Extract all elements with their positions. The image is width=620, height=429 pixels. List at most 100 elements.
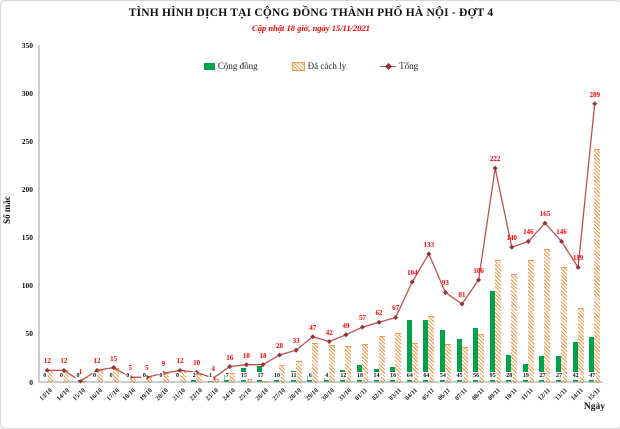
base-value-label: 10 — [273, 371, 282, 380]
total-point-marker-icon — [592, 101, 598, 107]
legend-swatch-cong-dong — [203, 62, 215, 70]
total-point-marker-icon — [575, 264, 581, 270]
y-tick-label: 150 — [21, 233, 33, 243]
bar-cong-dong — [191, 380, 197, 382]
total-point-marker-icon — [276, 352, 283, 358]
total-point-marker-icon — [525, 238, 531, 244]
total-value-label: 16 — [226, 353, 234, 362]
bar-da-cach-ly — [196, 374, 203, 383]
y-tick-label: 0 — [29, 377, 33, 387]
bar-da-cach-ly — [212, 379, 219, 383]
base-value-label: 11 — [289, 371, 298, 380]
bar-da-cach-ly — [262, 381, 269, 383]
bar-da-cach-ly — [494, 259, 501, 383]
total-value-label: 57 — [358, 314, 366, 323]
total-value-label: 12 — [176, 357, 184, 366]
total-point-marker-icon — [442, 289, 448, 295]
y-tick-label: 50 — [25, 329, 34, 339]
total-value-label: 106 — [473, 266, 484, 275]
base-value-label: 27 — [555, 371, 564, 380]
total-point-marker-icon — [359, 324, 366, 330]
total-value-label: 47 — [309, 323, 317, 332]
bar-da-cach-ly — [594, 148, 601, 383]
total-value-label: 1 — [78, 368, 83, 377]
total-point-marker-icon — [376, 319, 382, 325]
base-value-label: 27 — [538, 371, 547, 380]
total-value-label: 18 — [242, 351, 250, 360]
bar-da-cach-ly — [544, 249, 551, 383]
legend-label-cong-dong: Cộng đồng — [217, 61, 258, 71]
y-tick-label: 250 — [21, 136, 33, 146]
base-value-label: 42 — [571, 371, 580, 380]
base-value-label: 18 — [355, 371, 364, 380]
base-value-label: 54 — [438, 371, 447, 380]
total-point-marker-icon — [459, 301, 465, 307]
total-point-marker-icon — [426, 251, 432, 257]
total-value-label: 12 — [43, 357, 51, 366]
total-point-marker-icon — [343, 332, 349, 338]
base-value-label: 7 — [224, 371, 230, 380]
bar-cong-dong — [489, 290, 495, 382]
base-value-label: 0 — [92, 371, 98, 380]
total-value-label: 5 — [128, 364, 132, 373]
total-value-label: 146 — [523, 228, 534, 237]
bar-da-cach-ly — [245, 379, 252, 383]
total-value-label: 33 — [292, 337, 300, 346]
total-value-label: 104 — [406, 268, 418, 277]
total-point-marker-icon — [409, 279, 415, 285]
base-value-label: 14 — [372, 371, 381, 380]
total-point-marker-icon — [492, 165, 498, 171]
bar-da-cach-ly — [79, 381, 86, 383]
bar-da-cach-ly — [527, 259, 534, 383]
base-value-label: 28 — [505, 371, 514, 380]
base-value-label: 0 — [108, 371, 114, 380]
total-point-marker-icon — [542, 220, 548, 226]
base-value-label: 64 — [405, 371, 414, 380]
total-value-label: 133 — [423, 240, 435, 249]
total-value-label: 28 — [276, 342, 284, 351]
base-value-label: 0 — [141, 371, 147, 380]
total-point-marker-icon — [476, 277, 482, 283]
legend-swatch-tong — [380, 62, 397, 70]
base-value-label: 0 — [75, 371, 81, 380]
base-value-label: 0 — [58, 371, 64, 380]
bar-da-cach-ly — [179, 370, 186, 383]
base-value-label: 95 — [488, 371, 497, 380]
total-point-marker-icon — [326, 339, 332, 345]
legend: Cộng đồng Đã cách ly Tổng — [1, 61, 620, 71]
total-value-label: 15 — [110, 354, 118, 363]
base-value-label: 12 — [339, 371, 348, 380]
bar-da-cach-ly — [561, 267, 568, 383]
total-value-label: 289 — [589, 90, 600, 99]
base-value-label: 1 — [208, 371, 214, 380]
base-value-label: 0 — [125, 371, 131, 380]
base-value-label: 19 — [521, 371, 530, 380]
base-value-label: 6 — [307, 371, 313, 380]
total-value-label: 67 — [392, 304, 400, 313]
base-value-label: 47 — [588, 371, 597, 380]
base-value-label: 45 — [455, 371, 464, 380]
bar-da-cach-ly — [46, 370, 53, 383]
legend-item-cong-dong: Cộng đồng — [203, 61, 258, 71]
bar-da-cach-ly — [63, 370, 70, 383]
y-tick-label: 100 — [21, 281, 33, 291]
total-point-marker-icon — [310, 334, 316, 340]
bar-da-cach-ly — [511, 274, 518, 383]
legend-item-tong: Tổng — [380, 61, 418, 71]
legend-item-da-cach-ly: Đã cách ly — [291, 61, 346, 71]
base-value-label: 17 — [256, 371, 265, 380]
total-point-marker-icon — [558, 238, 565, 244]
total-point-marker-icon — [227, 364, 233, 370]
base-value-label: 4 — [324, 371, 330, 380]
y-tick-label: 350 — [21, 40, 33, 50]
total-point-marker-icon — [509, 244, 515, 250]
y-tick-label: 300 — [21, 88, 33, 98]
base-value-label: 64 — [422, 371, 431, 380]
total-value-label: 42 — [325, 328, 333, 337]
chart-subtitle: Cập nhật 18 giờ, ngày 15/11/2021 — [252, 23, 370, 33]
total-value-label: 81 — [458, 291, 466, 299]
total-value-label: 165 — [539, 210, 551, 219]
base-value-label: 16 — [389, 371, 398, 380]
legend-swatch-da-cach-ly — [291, 61, 305, 71]
